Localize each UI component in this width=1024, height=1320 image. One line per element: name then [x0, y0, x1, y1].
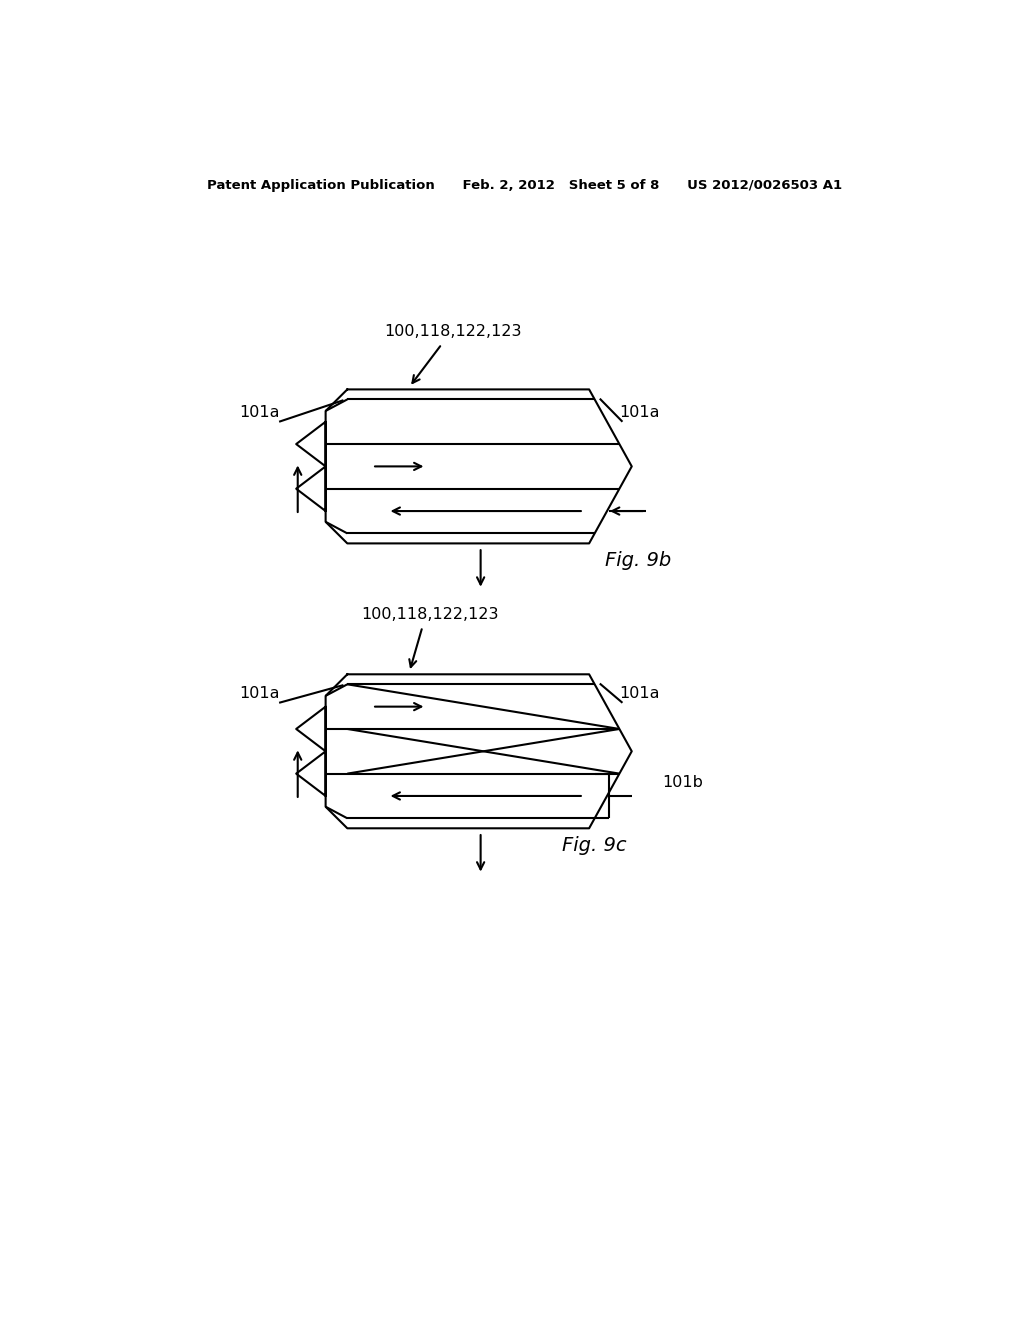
Text: 101b: 101b — [663, 775, 703, 789]
Text: 101a: 101a — [240, 686, 280, 701]
Text: 100,118,122,123: 100,118,122,123 — [385, 325, 522, 339]
Text: 101a: 101a — [620, 405, 659, 420]
Text: 101a: 101a — [620, 686, 659, 701]
Text: Fig. 9b: Fig. 9b — [604, 550, 671, 570]
Text: Fig. 9c: Fig. 9c — [562, 836, 627, 855]
Text: 100,118,122,123: 100,118,122,123 — [361, 607, 499, 622]
Text: 101a: 101a — [240, 405, 280, 420]
Text: Patent Application Publication      Feb. 2, 2012   Sheet 5 of 8      US 2012/002: Patent Application Publication Feb. 2, 2… — [207, 178, 843, 191]
